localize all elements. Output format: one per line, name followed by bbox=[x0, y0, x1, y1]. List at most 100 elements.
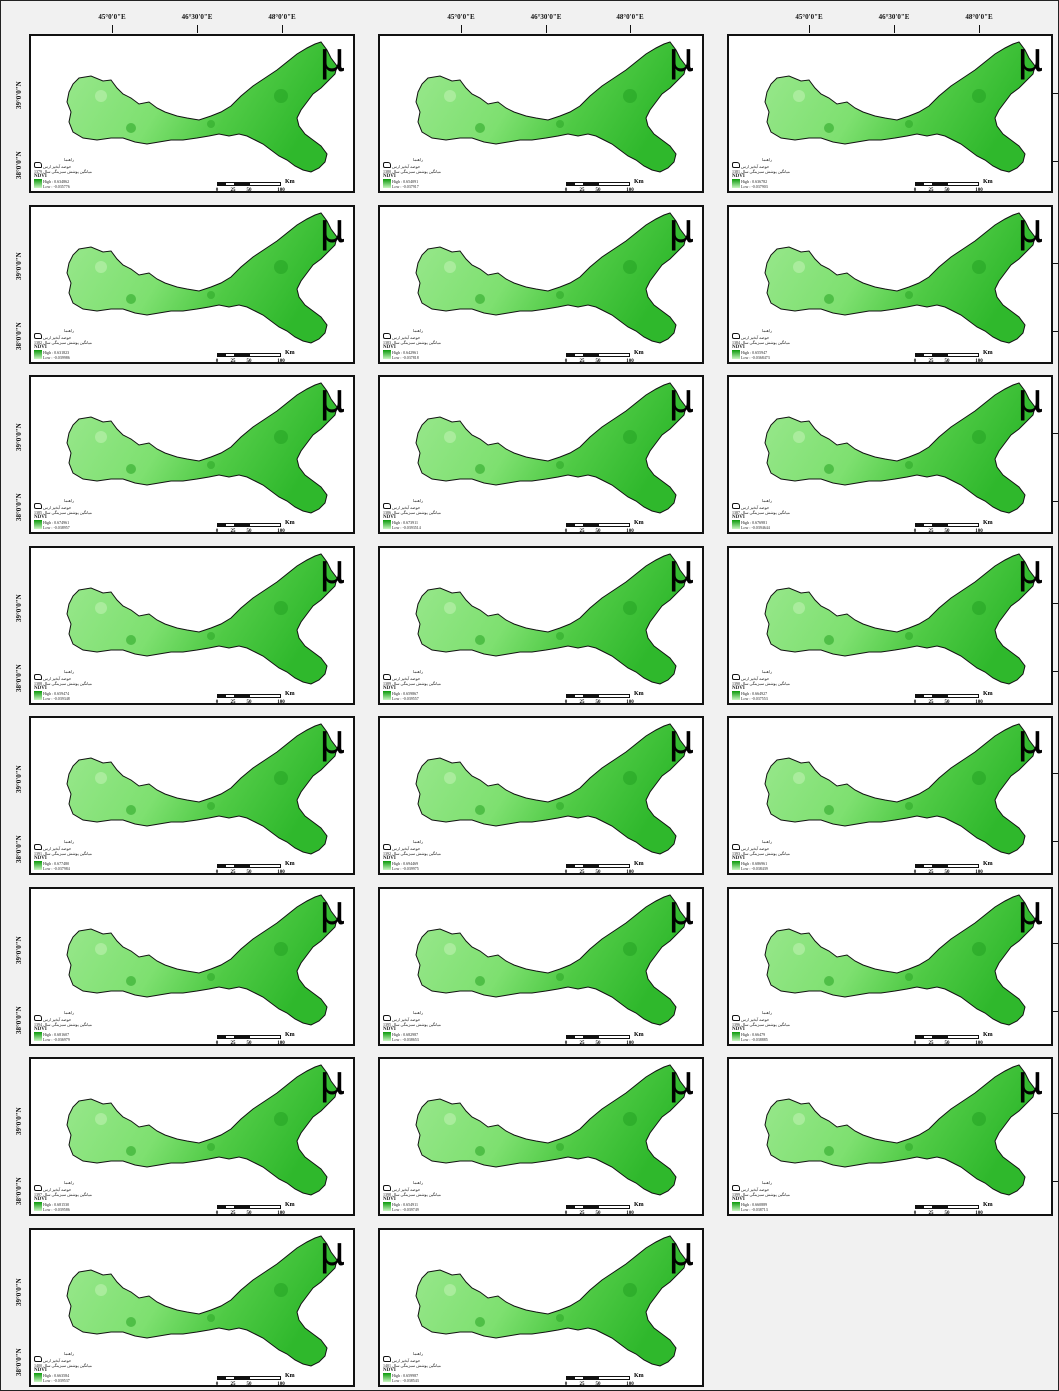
scale-unit: Km bbox=[634, 520, 644, 526]
legend-region-label: راهنما bbox=[762, 157, 772, 162]
lat-label: 38°0'0"N bbox=[15, 151, 23, 179]
lat-label: 38°0'0"N bbox=[15, 322, 23, 350]
lat-tick bbox=[1050, 263, 1058, 264]
legend-low-value: -0.038713 bbox=[751, 1207, 768, 1212]
scale-unit: Km bbox=[634, 1372, 644, 1379]
legend-index-label: NDVI bbox=[383, 1026, 396, 1032]
legend-region-label: راهنما bbox=[762, 668, 772, 674]
aras-basin-shape bbox=[415, 1064, 687, 1196]
legend-index-label: NDVI bbox=[34, 685, 47, 691]
panel-year: 1392 bbox=[383, 851, 391, 856]
ndvi-map-panel-1390: μ راهنما حوضه آبخیز ارس 1390 میانگین پوشش س… bbox=[727, 545, 1053, 705]
legend-low-prefix: Low : bbox=[392, 354, 403, 360]
ndvi-map-panel-1379: μ راهنما حوضه آبخیز ارس 1379 میانگین پوشش س… bbox=[29, 34, 355, 193]
legend-high-value: 0.682987 bbox=[403, 1031, 419, 1037]
panel-year: 1384 bbox=[732, 339, 740, 345]
scale-label: 100 bbox=[277, 870, 285, 875]
scale-label: 50 bbox=[595, 358, 601, 364]
legend-low-prefix: Low : bbox=[741, 1036, 752, 1042]
lat-tick bbox=[1050, 331, 1058, 332]
scale-bar: Km 0 25 50 100 bbox=[565, 1032, 644, 1044]
legend-caption: میانگین پوشش سبزینگی سال bbox=[392, 169, 441, 174]
legend-high-prefix: High : bbox=[43, 520, 55, 525]
scale-bar: Km 0 25 50 100 bbox=[565, 350, 644, 362]
north-arrow-icon: μ bbox=[1017, 1058, 1043, 1104]
scale-label: 50 bbox=[246, 870, 252, 875]
north-arrow-icon: μ bbox=[319, 546, 345, 593]
legend-basin-label: حوضه آبخیز ارس bbox=[43, 846, 72, 851]
legend-basin-label: حوضه آبخیز ارس bbox=[43, 505, 72, 510]
scale-unit: Km bbox=[983, 861, 993, 867]
legend-high-prefix: High : bbox=[392, 1031, 404, 1037]
scale-bar: Km 0 25 50 100 bbox=[914, 1202, 993, 1214]
legend-low-prefix: Low : bbox=[43, 354, 54, 360]
scale-label: 25 bbox=[579, 1211, 585, 1216]
legend-region-label: راهنما bbox=[762, 1009, 772, 1015]
map-legend: راهنما حوضه آبخیز ارس 1381 میانگین پوشش سب… bbox=[732, 157, 822, 189]
lat-tick bbox=[1050, 1113, 1058, 1114]
map-legend: راهنما حوضه آبخیز ارس 1380 میانگین پوشش سب… bbox=[383, 157, 473, 189]
ndvi-color-ramp bbox=[34, 179, 42, 188]
north-arrow-icon: μ bbox=[1017, 376, 1043, 422]
legend-caption: میانگین پوشش سبزینگی سال bbox=[392, 680, 441, 686]
legend-high-value: 0.681607 bbox=[54, 1031, 70, 1037]
scale-label: 0 bbox=[913, 358, 917, 364]
ndvi-color-ramp bbox=[732, 179, 740, 188]
north-arrow-icon: μ bbox=[668, 205, 694, 252]
basin-outline-icon bbox=[732, 1014, 740, 1021]
scale-bar: Km 0 25 50 100 bbox=[565, 691, 644, 703]
ndvi-color-ramp bbox=[34, 349, 42, 359]
legend-high-value: 0.686961 bbox=[752, 861, 768, 866]
ndvi-map-panel-1389: μ راهنما حوضه آبخیز ارس 1389 میانگین پوشش س… bbox=[378, 545, 704, 705]
ndvi-color-ramp bbox=[383, 1372, 391, 1382]
basin-map bbox=[66, 41, 338, 173]
scale-label: 25 bbox=[579, 1040, 585, 1046]
legend-caption: میانگین پوشش سبزینگی سال bbox=[43, 680, 92, 686]
scale-bar: Km 0 25 50 100 bbox=[216, 1202, 295, 1214]
legend-caption: میانگین پوشش سبزینگی سال bbox=[392, 1021, 441, 1027]
lat-label: 38°0'0"N bbox=[15, 1177, 23, 1205]
legend-high-value: 0.659867 bbox=[403, 690, 419, 696]
legend-index-label: NDVI bbox=[383, 515, 396, 520]
scale-label: 100 bbox=[975, 358, 983, 364]
legend-high-prefix: High : bbox=[43, 1372, 55, 1378]
legend-high-value: 0.694469 bbox=[403, 861, 419, 866]
scale-bar: Km 0 25 50 100 bbox=[914, 520, 993, 532]
legend-basin-label: حوضه آبخیز ارس bbox=[741, 1016, 770, 1022]
ndvi-map-panel-1392: μ راهنما حوضه آبخیز ارس 1392 میانگین پوشش س… bbox=[378, 716, 704, 875]
legend-region-label: راهنما bbox=[64, 668, 74, 674]
legend-caption: میانگین پوشش سبزینگی سال bbox=[43, 1192, 92, 1197]
basin-map bbox=[66, 1064, 338, 1196]
legend-low-value: -0.039975 bbox=[402, 866, 419, 871]
scale-label: 100 bbox=[626, 699, 634, 705]
scale-label: 50 bbox=[944, 1211, 950, 1216]
scale-label: 0 bbox=[564, 1381, 568, 1387]
lon-label-top-7: 45°0'0"E bbox=[795, 13, 823, 21]
scale-bar: Km 0 25 50 100 bbox=[914, 691, 993, 703]
basin-outline-icon bbox=[383, 332, 391, 339]
scale-label: 100 bbox=[626, 529, 634, 534]
scale-label: 50 bbox=[595, 699, 601, 705]
legend-index-label: NDVI bbox=[34, 174, 47, 179]
legend-caption: میانگین پوشش سبزینگی سال bbox=[392, 1192, 441, 1197]
legend-caption: میانگین پوشش سبزینگی سال bbox=[43, 510, 92, 515]
scale-label: 0 bbox=[564, 188, 568, 193]
legend-region-label: راهنما bbox=[64, 1350, 74, 1356]
basin-map bbox=[764, 41, 1036, 173]
legend-caption: میانگین پوشش سبزینگی سال bbox=[741, 1021, 790, 1027]
legend-region-label: راهنما bbox=[762, 327, 772, 333]
panel-year: 1393 bbox=[732, 851, 740, 856]
lon-tick bbox=[630, 25, 631, 33]
scale-label: 50 bbox=[595, 1211, 601, 1216]
ndvi-map-panel-1394: μ راهنما حوضه آبخیز ارس 1394 میانگین پوشش س… bbox=[29, 886, 355, 1046]
basin-outline-icon bbox=[34, 673, 42, 680]
scale-unit: Km bbox=[285, 179, 295, 185]
scale-unit: Km bbox=[285, 1202, 295, 1208]
legend-region-label: راهنما bbox=[762, 498, 772, 503]
scale-label: 50 bbox=[246, 699, 252, 705]
lat-tick bbox=[1050, 943, 1058, 944]
lon-label-top-3: 48°0'0"E bbox=[268, 13, 296, 21]
legend-region-label: راهنما bbox=[413, 1180, 423, 1185]
ndvi-color-ramp bbox=[34, 1372, 42, 1382]
